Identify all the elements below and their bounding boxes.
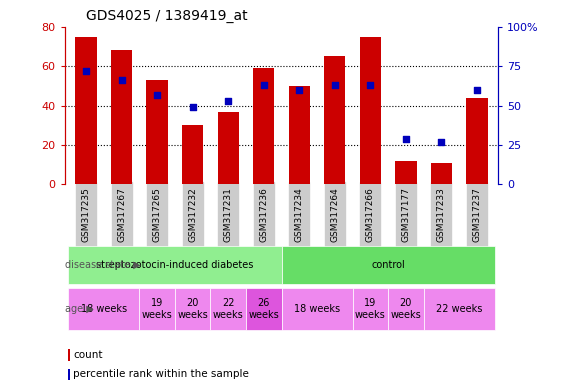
Text: disease state ▶: disease state ▶ bbox=[65, 260, 141, 270]
Bar bbox=[211, 288, 246, 330]
Text: 26
weeks: 26 weeks bbox=[248, 298, 279, 320]
Text: count: count bbox=[73, 350, 102, 360]
Text: 20
weeks: 20 weeks bbox=[177, 298, 208, 320]
Text: 22
weeks: 22 weeks bbox=[213, 298, 244, 320]
Bar bbox=[282, 288, 352, 330]
Bar bbox=[246, 288, 282, 330]
Text: 18 weeks: 18 weeks bbox=[294, 304, 340, 314]
Point bbox=[259, 82, 268, 88]
Text: 18 weeks: 18 weeks bbox=[81, 304, 127, 314]
Bar bbox=[182, 125, 203, 184]
Bar bbox=[217, 111, 239, 184]
Bar bbox=[431, 163, 452, 184]
Bar bbox=[324, 56, 346, 184]
Bar bbox=[68, 349, 70, 361]
Text: streptozotocin-induced diabetes: streptozotocin-induced diabetes bbox=[96, 260, 253, 270]
Point bbox=[330, 82, 339, 88]
Text: percentile rank within the sample: percentile rank within the sample bbox=[73, 369, 249, 379]
Text: 20
weeks: 20 weeks bbox=[391, 298, 421, 320]
Text: GDS4025 / 1389419_at: GDS4025 / 1389419_at bbox=[87, 9, 248, 23]
Point bbox=[437, 139, 446, 145]
Text: 19
weeks: 19 weeks bbox=[355, 298, 386, 320]
Bar bbox=[111, 50, 132, 184]
Text: 19
weeks: 19 weeks bbox=[142, 298, 172, 320]
Text: age ▶: age ▶ bbox=[65, 304, 94, 314]
Bar bbox=[146, 80, 168, 184]
Point bbox=[366, 82, 375, 88]
Bar bbox=[388, 288, 423, 330]
Point bbox=[117, 77, 126, 83]
Point bbox=[224, 98, 233, 104]
Bar bbox=[175, 288, 211, 330]
Text: 22 weeks: 22 weeks bbox=[436, 304, 482, 314]
Bar bbox=[423, 288, 495, 330]
Bar bbox=[68, 369, 70, 380]
Bar bbox=[253, 68, 274, 184]
Point bbox=[188, 104, 197, 110]
Bar bbox=[289, 86, 310, 184]
Bar bbox=[140, 288, 175, 330]
Point bbox=[295, 87, 304, 93]
Point bbox=[472, 87, 481, 93]
Bar bbox=[75, 37, 97, 184]
Text: control: control bbox=[371, 260, 405, 270]
Point bbox=[401, 136, 410, 142]
Bar bbox=[282, 246, 495, 284]
Bar bbox=[352, 288, 388, 330]
Point bbox=[153, 91, 162, 98]
Bar bbox=[466, 98, 488, 184]
Bar bbox=[68, 288, 140, 330]
Point bbox=[82, 68, 91, 74]
Bar bbox=[68, 246, 282, 284]
Bar bbox=[395, 161, 417, 184]
Bar bbox=[360, 37, 381, 184]
